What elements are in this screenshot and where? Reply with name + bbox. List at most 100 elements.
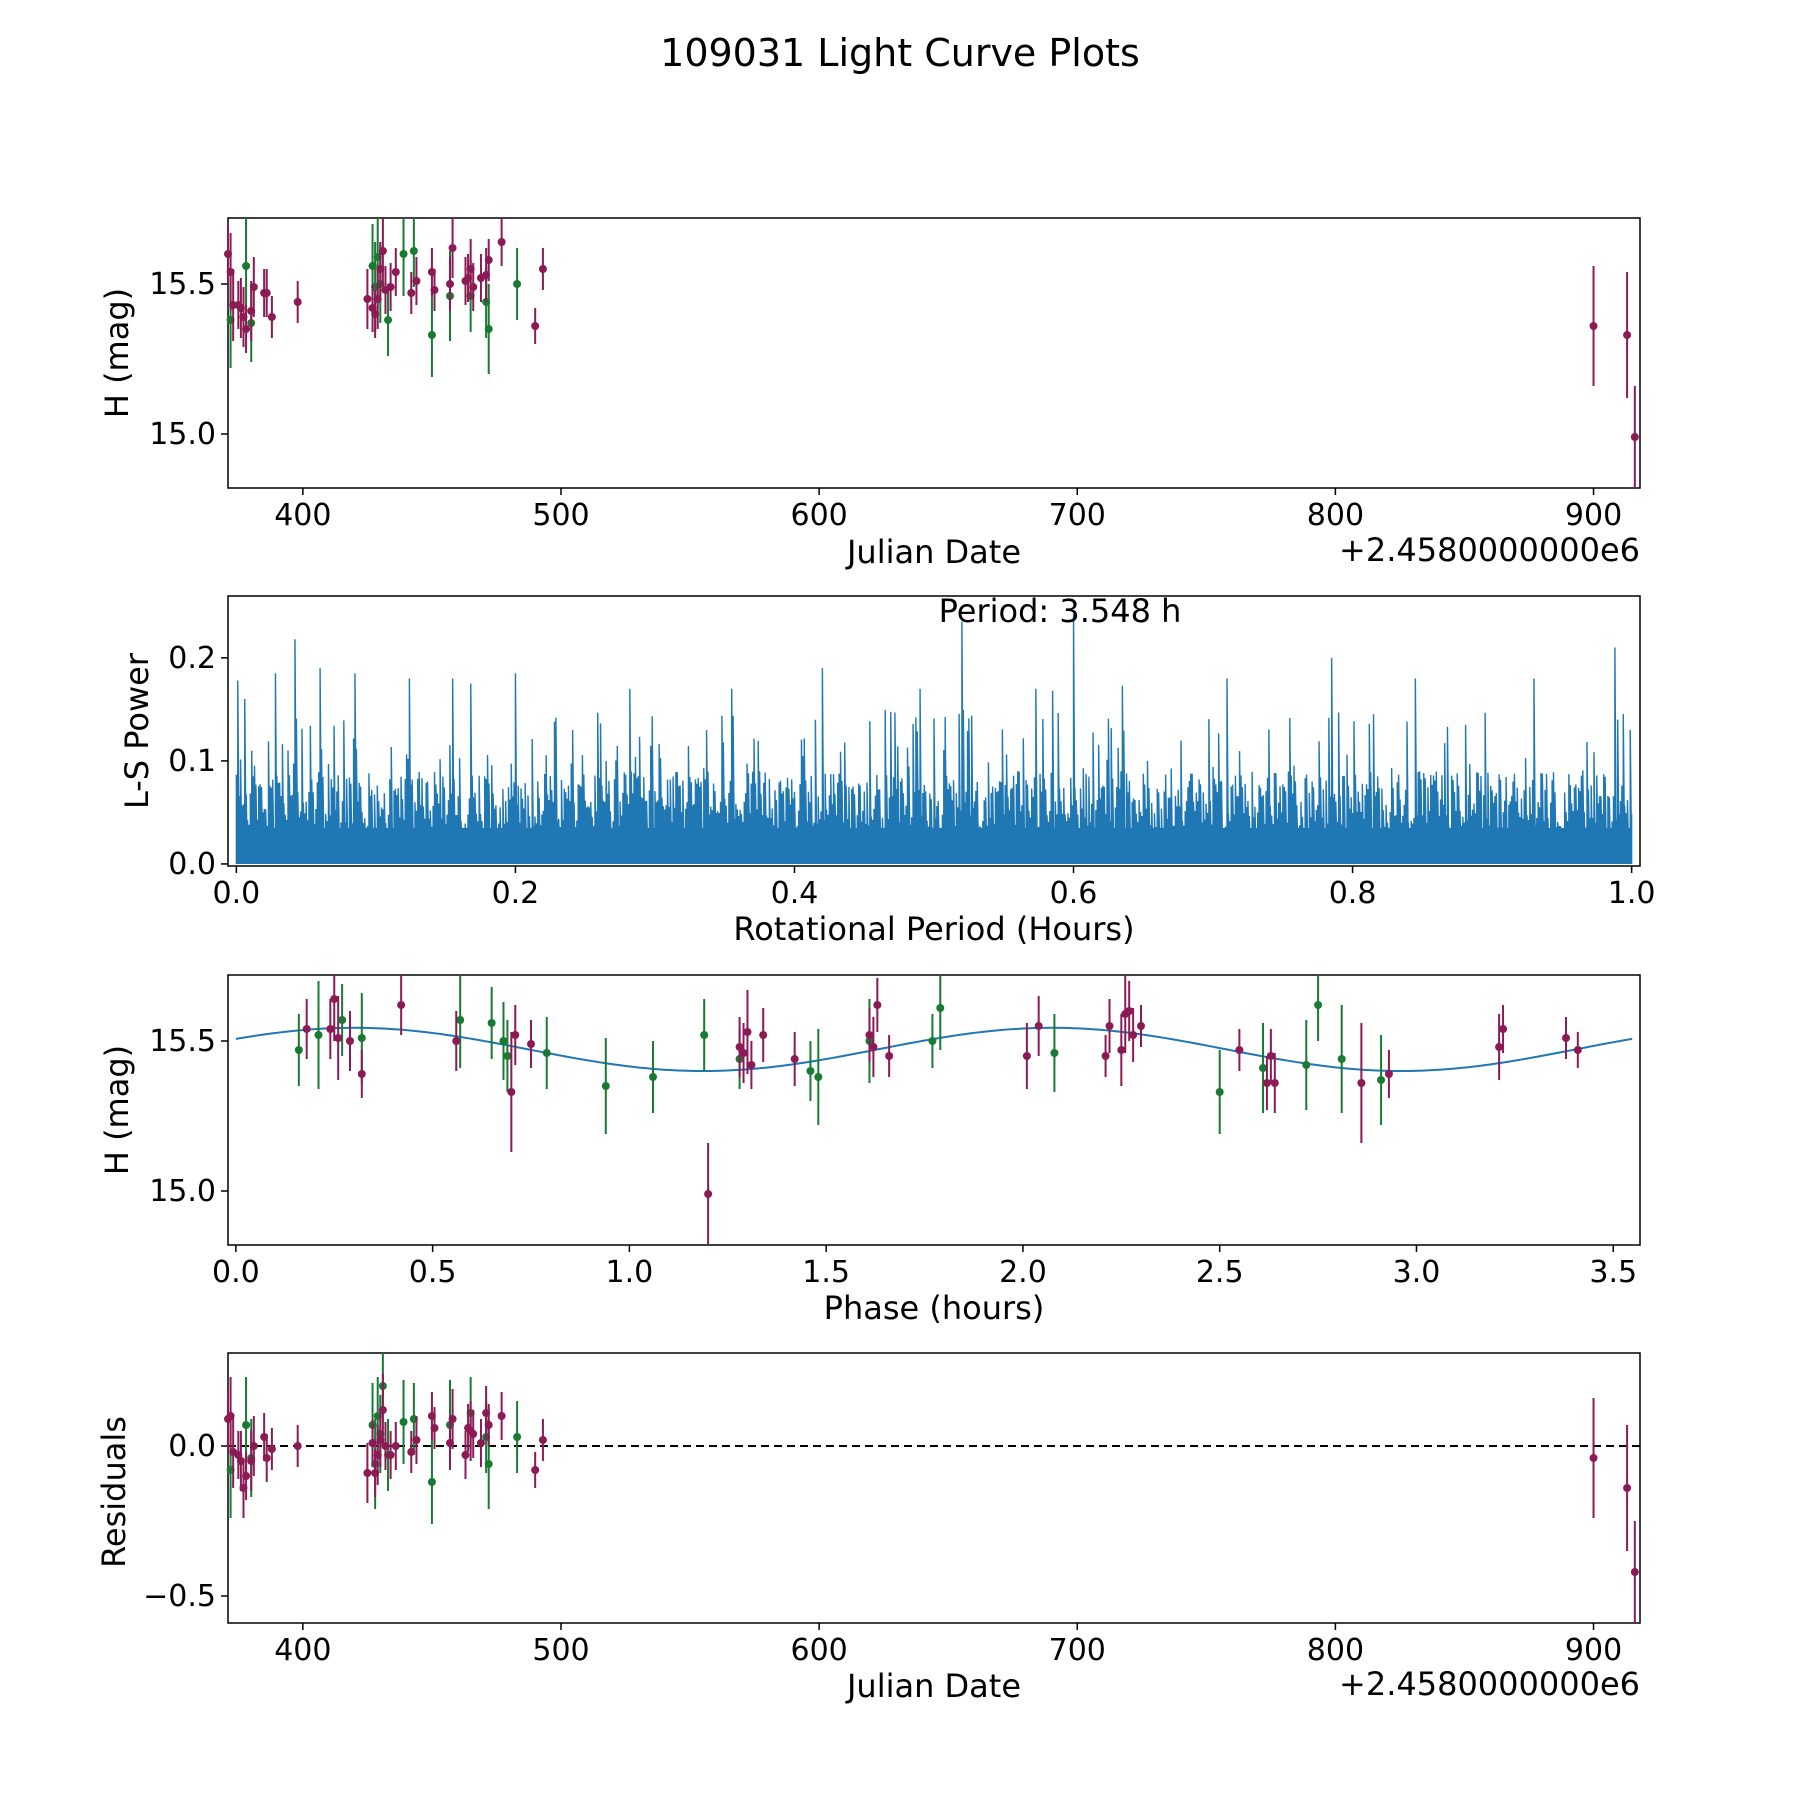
data-point	[363, 295, 372, 303]
data-point	[242, 1421, 251, 1429]
x-tick-label: 0.0	[213, 876, 261, 911]
x-tick-label: 0.2	[492, 876, 540, 911]
data-point	[391, 1442, 400, 1450]
data-point	[743, 1028, 752, 1036]
data-point	[430, 1424, 439, 1432]
data-point	[1499, 1025, 1508, 1033]
data-point	[790, 1055, 799, 1063]
data-point	[739, 1049, 748, 1057]
y-tick-label: 0.0	[168, 1429, 216, 1464]
data-point	[1630, 433, 1639, 441]
data-point	[497, 1412, 506, 1420]
periodogram-panel: 0.0 0.2 0.4 0.6 0.8 1.0 0.0 0.1 0.2 Period: 3.54…	[118, 592, 1655, 948]
data-point	[242, 1472, 251, 1480]
data-point	[806, 1067, 815, 1075]
data-point	[1022, 1052, 1031, 1060]
x-tick-label: 600	[790, 498, 847, 533]
x-tick-label: 1.0	[1608, 876, 1656, 911]
periodogram-marks: 0.0 0.2 0.4 0.6 0.8 1.0 0.0 0.1 0.2	[168, 613, 1656, 911]
data-point	[538, 265, 547, 273]
data-point	[1623, 331, 1632, 339]
data-point	[649, 1073, 658, 1081]
x-tick-label: 2.5	[1196, 1255, 1244, 1290]
y-tick-label: −0.5	[143, 1579, 216, 1614]
periodogram-ylabel: L-S Power	[118, 652, 156, 809]
data-point	[242, 325, 251, 333]
residuals-marks: 400 500 600 700 800 900 −0.5 0.0	[143, 1353, 1640, 1668]
data-point	[814, 1073, 823, 1081]
data-point	[511, 1031, 520, 1039]
data-point	[538, 1436, 547, 1444]
data-point	[527, 1040, 536, 1048]
data-point	[368, 1439, 377, 1447]
residuals-xlabel: Julian Date	[845, 1667, 1021, 1705]
data-point	[399, 250, 408, 258]
lightcurve-marks: 400 500 600 700 800 900 15.0 15.5	[149, 218, 1639, 533]
data-point	[503, 1052, 512, 1060]
data-point	[397, 1001, 406, 1009]
data-point	[507, 1088, 516, 1096]
periodogram-xlabel: Rotational Period (Hours)	[733, 910, 1134, 948]
data-point	[865, 1031, 874, 1039]
data-point	[448, 1415, 457, 1423]
periodogram-annotation: Period: 3.548 h	[939, 592, 1182, 630]
y-tick-label: 0.1	[168, 744, 216, 779]
data-point	[326, 1025, 335, 1033]
figure-suptitle: 109031 Light Curve Plots	[660, 31, 1140, 75]
periodogram-line	[235, 613, 1633, 864]
data-point	[430, 286, 439, 294]
x-tick-label: 0.6	[1050, 876, 1098, 911]
x-tick-label: 500	[532, 498, 589, 533]
data-point	[1235, 1046, 1244, 1054]
data-point	[1562, 1034, 1571, 1042]
data-point	[542, 1049, 551, 1057]
data-point	[363, 1469, 372, 1477]
data-point	[357, 1034, 366, 1042]
x-tick-label: 400	[274, 498, 331, 533]
data-point	[314, 1031, 323, 1039]
data-point	[1258, 1064, 1267, 1072]
data-point	[1630, 1568, 1639, 1576]
data-point	[386, 283, 395, 291]
x-tick-label: 0.8	[1329, 876, 1377, 911]
x-tick-label: 700	[1049, 1633, 1106, 1668]
phased-panel: 0.0 0.5 1.0 1.5 2.0 2.5 3.0 3.5 15.0 15.5 Phase (…	[98, 974, 1641, 1327]
lightcurve-offset-label: +2.4580000000e6	[1339, 531, 1640, 569]
data-point	[1384, 1070, 1393, 1078]
x-tick-label: 900	[1565, 498, 1622, 533]
data-point	[1270, 1079, 1279, 1087]
data-point	[242, 262, 251, 270]
periodogram-plot-area	[227, 595, 1641, 867]
x-tick-label: 2.0	[999, 1255, 1047, 1290]
phased-plot-area	[227, 974, 1641, 1246]
x-tick-label: 3.0	[1393, 1255, 1441, 1290]
data-point	[487, 1019, 496, 1027]
data-point	[601, 1082, 610, 1090]
x-tick-label: 600	[790, 1633, 847, 1668]
data-point	[531, 1466, 540, 1474]
residuals-ylabel: Residuals	[95, 1416, 133, 1568]
data-point	[262, 1454, 271, 1462]
data-point	[513, 1433, 522, 1441]
data-point	[869, 1043, 878, 1051]
data-point	[1215, 1088, 1224, 1096]
data-point	[513, 280, 522, 288]
data-point	[1136, 1022, 1145, 1030]
x-tick-label: 400	[274, 1633, 331, 1668]
data-point	[704, 1190, 713, 1198]
data-point	[1314, 1001, 1323, 1009]
data-point	[456, 1016, 465, 1024]
data-point	[1034, 1022, 1043, 1030]
data-point	[334, 1034, 343, 1042]
data-point	[1589, 1454, 1598, 1462]
data-point	[759, 1031, 768, 1039]
data-point	[378, 1406, 387, 1414]
data-point	[448, 244, 457, 252]
data-point	[469, 283, 478, 291]
data-point	[1050, 1049, 1059, 1057]
data-point	[249, 1442, 258, 1450]
data-point	[1495, 1043, 1504, 1051]
y-tick-label: 15.0	[149, 417, 216, 452]
data-point	[373, 295, 382, 303]
